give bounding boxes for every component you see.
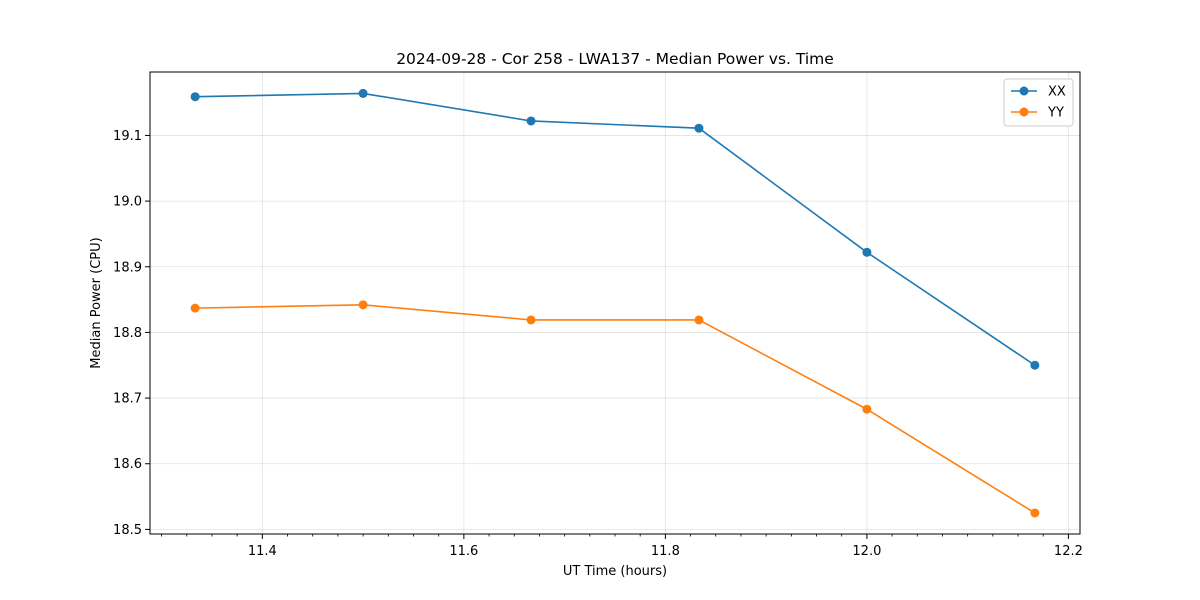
series-line-yy	[195, 304, 1036, 514]
x-tick-label: 12.2	[1054, 544, 1083, 559]
y-axis-label: Median Power (CPU)	[89, 237, 104, 368]
data-point-yy	[862, 404, 872, 414]
x-tick-label: 11.6	[449, 544, 478, 559]
y-tick-label: 19.1	[113, 129, 142, 144]
data-point-xx	[694, 123, 704, 133]
y-tick-label: 18.6	[113, 457, 142, 472]
axis-ticks: 11.4 11.6 11.8 12.0 12.2 18.5 18.6 18.7 18.8 18.9…	[113, 129, 1083, 559]
y-tick-label: 18.7	[113, 392, 142, 407]
legend-label-xx: XX	[1048, 85, 1066, 100]
y-tick-label: 18.9	[113, 260, 142, 275]
legend-label-yy: YY	[1047, 106, 1064, 121]
data-point-xx	[190, 92, 200, 102]
legend-marker-yy	[1019, 107, 1029, 117]
data-point-yy	[190, 303, 200, 313]
legend-marker-xx	[1019, 86, 1029, 96]
grid-lines	[150, 72, 1080, 534]
series-layer	[190, 88, 1040, 518]
data-point-yy	[694, 315, 704, 325]
x-axis-label: UT Time (hours)	[563, 564, 667, 579]
x-tick-label: 11.4	[248, 544, 277, 559]
data-point-xx	[358, 88, 368, 98]
y-tick-label: 18.8	[113, 326, 142, 341]
data-point-xx	[862, 247, 872, 257]
data-point-yy	[1030, 508, 1040, 518]
data-point-yy	[526, 315, 536, 325]
legend: XX YY	[1003, 78, 1074, 127]
data-point-xx	[526, 116, 536, 126]
y-tick-label: 19.0	[113, 195, 142, 210]
x-tick-label: 12.0	[852, 544, 881, 559]
data-point-yy	[358, 300, 368, 310]
chart-title: 2024-09-28 - Cor 258 - LWA137 - Median P…	[396, 50, 834, 68]
series-line-xx	[195, 92, 1036, 366]
data-point-xx	[1030, 360, 1040, 370]
x-tick-label: 11.8	[651, 544, 680, 559]
y-tick-label: 18.5	[113, 523, 142, 538]
